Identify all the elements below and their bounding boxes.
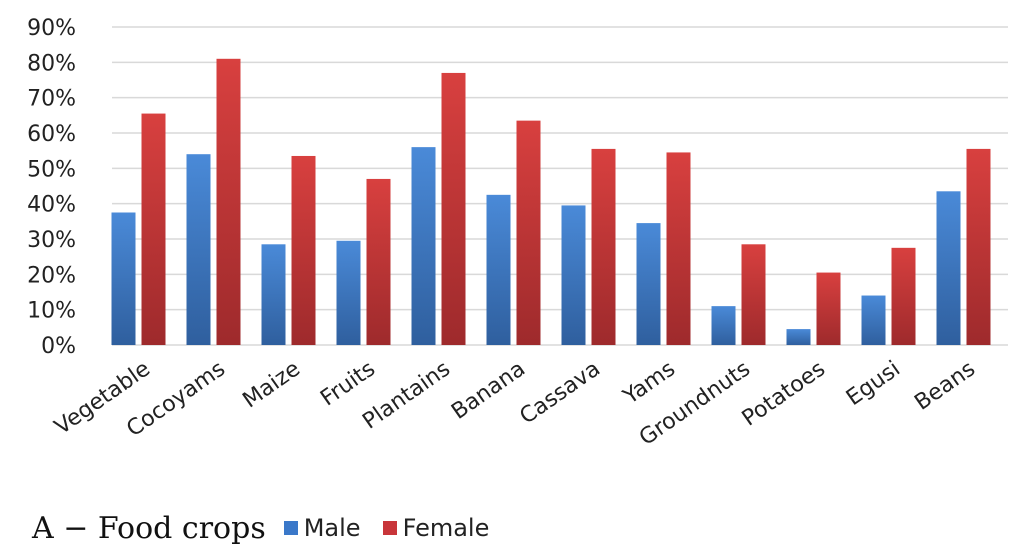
- legend-label-female: Female: [402, 514, 490, 542]
- x-tick-label: Banana: [447, 356, 530, 424]
- x-tick-label: Maize: [238, 356, 304, 413]
- bar-male-potatoes: [786, 329, 811, 345]
- bar-male-yams: [636, 223, 661, 345]
- bar-male-plantains: [411, 147, 436, 345]
- bar-male-fruits: [336, 240, 361, 345]
- x-tick-label: Beans: [910, 356, 980, 415]
- y-tick-label: 30%: [27, 228, 76, 253]
- gridlines: [112, 26, 1008, 346]
- bar-male-egusi: [861, 295, 886, 345]
- bar-male-beans: [936, 191, 961, 345]
- x-tick-label: Yams: [618, 356, 680, 410]
- bar-female-beans: [966, 148, 991, 345]
- y-tick-label: 0%: [41, 334, 76, 359]
- bar-female-cocoyams: [216, 58, 241, 346]
- y-tick-label: 80%: [27, 51, 76, 76]
- y-tick-label: 20%: [27, 263, 76, 288]
- y-axis-ticks: 0% 10% 20% 30% 40% 50% 60% 70% 80% 90%: [27, 16, 76, 359]
- y-tick-label: 60%: [27, 122, 76, 147]
- bar-female-potatoes: [816, 272, 841, 345]
- bar-female-yams: [666, 152, 691, 345]
- bar-male-cocoyams: [186, 154, 211, 345]
- y-tick-label: 90%: [27, 16, 76, 41]
- bar-female-cassava: [591, 148, 616, 345]
- legend-label-male: Male: [303, 514, 361, 542]
- legend-item-male: Male: [283, 514, 361, 542]
- y-tick-label: 10%: [27, 299, 76, 324]
- bar-female-groundnuts: [741, 244, 766, 345]
- legend-item-female: Female: [382, 514, 490, 542]
- bar-male-maize: [261, 244, 286, 345]
- bar-male-vegetable: [111, 212, 136, 345]
- x-tick-label: Potatoes: [738, 356, 830, 431]
- bar-female-egusi: [891, 247, 916, 345]
- x-tick-label: Egusi: [842, 356, 905, 411]
- y-tick-label: 40%: [27, 193, 76, 218]
- caption-title: A − Food crops: [32, 510, 266, 546]
- y-tick-label: 50%: [27, 157, 76, 182]
- legend-swatch-female: [382, 521, 397, 535]
- x-tick-label: Fruits: [316, 356, 380, 411]
- bar-female-plantains: [441, 72, 466, 345]
- y-tick-label: 70%: [27, 87, 76, 112]
- bar-female-maize: [291, 155, 316, 345]
- legend-swatch-male: [283, 521, 298, 535]
- bar-male-cassava: [561, 205, 586, 345]
- bar-male-banana: [486, 194, 511, 345]
- bar-female-vegetable: [141, 113, 166, 345]
- bar-chart: 0% 10% 20% 30% 40% 50% 60% 70% 80% 90% VegetableC…: [27, 16, 1008, 451]
- x-tick-label: Cassava: [515, 356, 604, 429]
- bars: [111, 58, 991, 346]
- bar-female-fruits: [366, 178, 391, 345]
- bar-male-groundnuts: [711, 306, 736, 345]
- chart-caption: A − Food crops Male Female: [32, 508, 511, 548]
- bar-female-banana: [516, 120, 541, 345]
